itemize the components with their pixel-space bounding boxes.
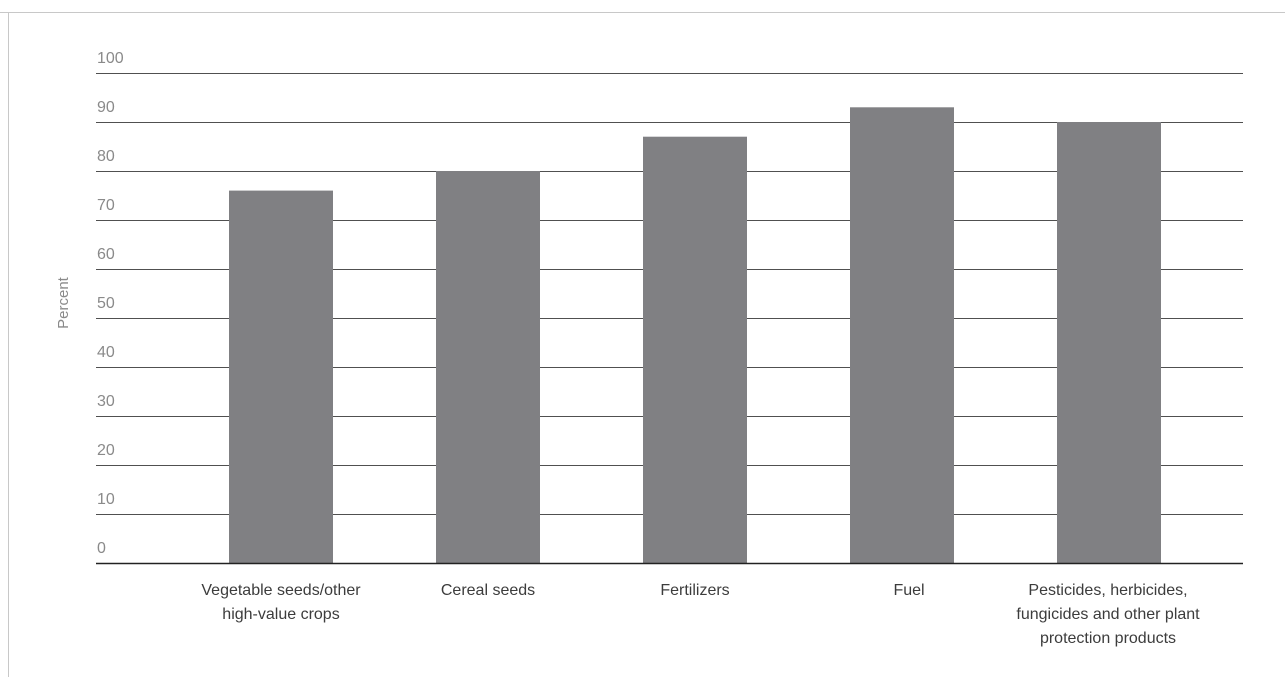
category-label-line: high-value crops bbox=[222, 606, 339, 623]
y-tick-label-20: 20 bbox=[97, 442, 115, 459]
y-tick-label-70: 70 bbox=[97, 197, 115, 214]
bars bbox=[229, 107, 1161, 564]
frame-lines bbox=[0, 12, 1285, 677]
category-label-line: Fuel bbox=[893, 582, 924, 599]
y-tick-label-40: 40 bbox=[97, 344, 115, 361]
bar-4 bbox=[1057, 122, 1161, 563]
y-tick-label-10: 10 bbox=[97, 491, 115, 508]
bar-3 bbox=[850, 107, 954, 564]
y-axis-title: Percent bbox=[55, 276, 72, 329]
category-label-line: Fertilizers bbox=[660, 582, 729, 599]
category-labels: Vegetable seeds/other high-value crops Cer… bbox=[201, 582, 1200, 647]
y-tick-labels: 0 10 20 30 40 50 60 70 80 90 100 bbox=[97, 50, 124, 557]
y-tick-label-80: 80 bbox=[97, 148, 115, 165]
y-tick-label-0: 0 bbox=[97, 540, 106, 557]
category-label-4: Pesticides, herbicides, fungicides and ot… bbox=[1016, 582, 1200, 647]
y-tick-label-60: 60 bbox=[97, 246, 115, 263]
category-label-line: protection products bbox=[1040, 630, 1176, 647]
category-label-1: Cereal seeds bbox=[441, 582, 535, 599]
category-label-line: fungicides and other plant bbox=[1016, 606, 1200, 623]
category-label-line: Cereal seeds bbox=[441, 582, 535, 599]
category-label-line: Vegetable seeds/other bbox=[201, 582, 361, 599]
y-tick-label-100: 100 bbox=[97, 50, 124, 67]
y-tick-label-90: 90 bbox=[97, 99, 115, 116]
bar-0 bbox=[229, 190, 333, 563]
bar-1 bbox=[436, 171, 540, 563]
category-label-line: Pesticides, herbicides, bbox=[1028, 582, 1187, 599]
category-label-0: Vegetable seeds/other high-value crops bbox=[201, 582, 361, 623]
y-tick-label-30: 30 bbox=[97, 393, 115, 410]
y-tick-label-50: 50 bbox=[97, 295, 115, 312]
category-label-3: Fuel bbox=[893, 582, 924, 599]
bar-2 bbox=[643, 136, 747, 563]
category-label-2: Fertilizers bbox=[660, 582, 729, 599]
